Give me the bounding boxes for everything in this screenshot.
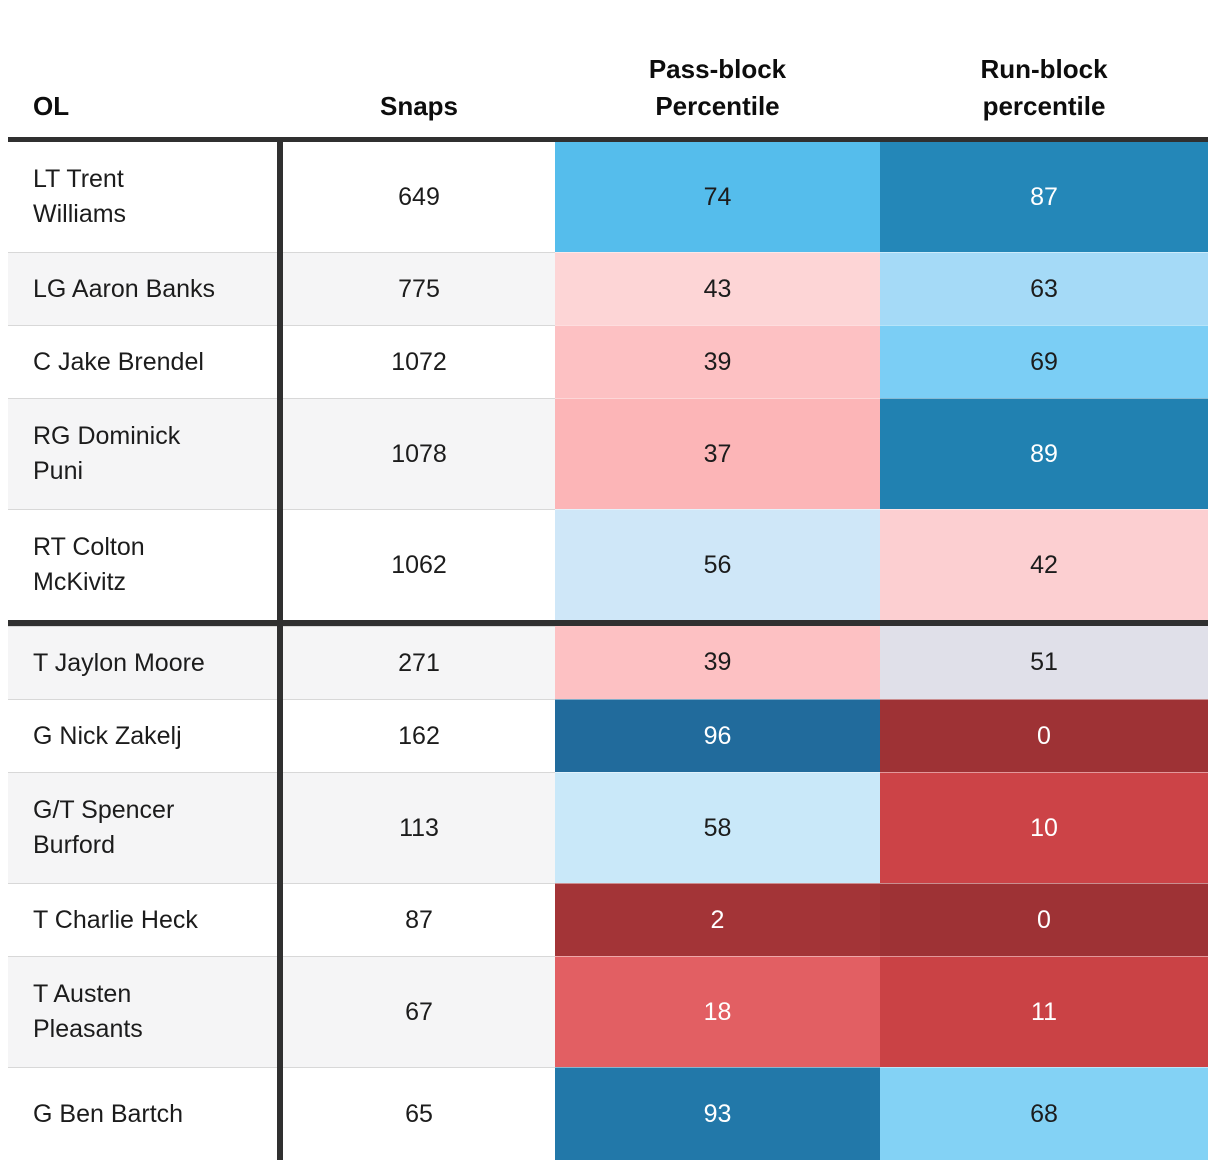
pass-block-cell: 56 <box>555 509 880 620</box>
table-header: OL Snaps Pass-block Percentile Run-block… <box>8 45 1208 137</box>
run-block-cell: 42 <box>880 509 1208 620</box>
column-divider <box>277 772 283 883</box>
snaps-value: 65 <box>283 1067 555 1160</box>
table-row: LG Aaron Banks 775 43 63 <box>8 252 1208 325</box>
pass-block-cell: 58 <box>555 772 880 883</box>
player-name: RG Dominick Puni <box>8 398 277 509</box>
column-divider <box>277 956 283 1067</box>
column-divider <box>277 142 283 252</box>
col-header-pass-block: Pass-block Percentile <box>648 54 787 121</box>
column-divider <box>277 699 283 772</box>
run-block-cell: 51 <box>880 626 1208 699</box>
table-row: LT Trent Williams 649 74 87 <box>8 142 1208 252</box>
snaps-value: 775 <box>283 252 555 325</box>
column-divider <box>277 398 283 509</box>
column-divider <box>277 252 283 325</box>
table-row: G Ben Bartch 65 93 68 <box>8 1067 1208 1160</box>
table-row: RG Dominick Puni 1078 37 89 <box>8 398 1208 509</box>
pass-block-cell: 37 <box>555 398 880 509</box>
header-divider <box>8 137 1208 142</box>
pass-block-cell: 74 <box>555 142 880 252</box>
table-row: G Nick Zakelj 162 96 0 <box>8 699 1208 772</box>
player-name: C Jake Brendel <box>8 325 277 398</box>
table-row: RT Colton McKivitz 1062 56 42 <box>8 509 1208 620</box>
player-name: T Jaylon Moore <box>8 626 277 699</box>
snaps-value: 162 <box>283 699 555 772</box>
column-divider <box>277 1067 283 1160</box>
table-row: T Charlie Heck 87 2 0 <box>8 883 1208 956</box>
run-block-cell: 0 <box>880 883 1208 956</box>
table-row: T Jaylon Moore 271 39 51 <box>8 626 1208 699</box>
player-name: G Ben Bartch <box>8 1067 277 1160</box>
run-block-cell: 10 <box>880 772 1208 883</box>
section-divider <box>8 620 1208 626</box>
player-name: G/T Spencer Burford <box>8 772 277 883</box>
player-name: T Charlie Heck <box>8 883 277 956</box>
run-block-cell: 89 <box>880 398 1208 509</box>
player-name: LT Trent Williams <box>8 142 277 252</box>
player-name: RT Colton McKivitz <box>8 509 277 620</box>
run-block-cell: 69 <box>880 325 1208 398</box>
player-name: LG Aaron Banks <box>8 252 277 325</box>
ol-percentile-table: OL Snaps Pass-block Percentile Run-block… <box>8 45 1208 1160</box>
player-name: T Austen Pleasants <box>8 956 277 1067</box>
snaps-value: 67 <box>283 956 555 1067</box>
pass-block-cell: 39 <box>555 626 880 699</box>
pass-block-cell: 39 <box>555 325 880 398</box>
pass-block-cell: 2 <box>555 883 880 956</box>
snaps-value: 271 <box>283 626 555 699</box>
run-block-cell: 87 <box>880 142 1208 252</box>
pass-block-cell: 43 <box>555 252 880 325</box>
snaps-value: 1078 <box>283 398 555 509</box>
snaps-value: 649 <box>283 142 555 252</box>
pass-block-cell: 18 <box>555 956 880 1067</box>
player-name: G Nick Zakelj <box>8 699 277 772</box>
snaps-value: 1072 <box>283 325 555 398</box>
run-block-cell: 0 <box>880 699 1208 772</box>
pass-block-cell: 96 <box>555 699 880 772</box>
run-block-cell: 11 <box>880 956 1208 1067</box>
column-divider <box>277 509 283 620</box>
snaps-value: 1062 <box>283 509 555 620</box>
pass-block-cell: 93 <box>555 1067 880 1160</box>
table-row: G/T Spencer Burford 113 58 10 <box>8 772 1208 883</box>
run-block-cell: 63 <box>880 252 1208 325</box>
table-row: T Austen Pleasants 67 18 11 <box>8 956 1208 1067</box>
col-header-ol: OL <box>33 91 70 121</box>
column-divider <box>277 883 283 956</box>
table-row: C Jake Brendel 1072 39 69 <box>8 325 1208 398</box>
col-header-snaps: Snaps <box>379 91 459 121</box>
run-block-cell: 68 <box>880 1067 1208 1160</box>
snaps-value: 113 <box>283 772 555 883</box>
column-divider <box>277 325 283 398</box>
snaps-value: 87 <box>283 883 555 956</box>
column-divider <box>277 626 283 699</box>
col-header-run-block: Run-block percentile <box>980 54 1108 121</box>
